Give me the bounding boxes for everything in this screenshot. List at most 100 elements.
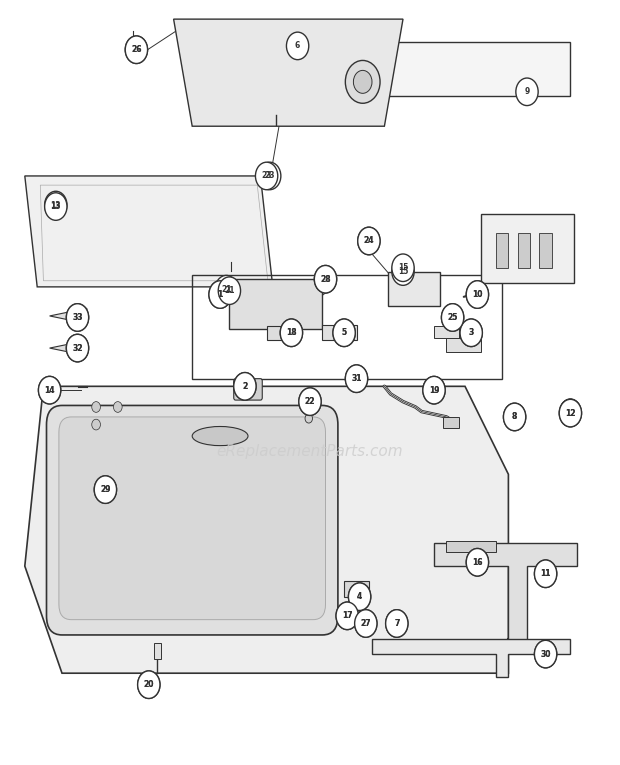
Text: 2: 2 bbox=[242, 382, 247, 391]
Polygon shape bbox=[25, 386, 508, 673]
Circle shape bbox=[94, 476, 117, 503]
Text: 5: 5 bbox=[342, 328, 347, 337]
Circle shape bbox=[138, 671, 160, 698]
Text: 2: 2 bbox=[242, 382, 247, 391]
Circle shape bbox=[392, 254, 414, 282]
Circle shape bbox=[215, 275, 237, 303]
Text: 16: 16 bbox=[472, 558, 482, 567]
Circle shape bbox=[358, 227, 380, 255]
Text: 24: 24 bbox=[364, 236, 374, 246]
Polygon shape bbox=[372, 639, 570, 677]
Text: 1: 1 bbox=[218, 290, 223, 299]
Circle shape bbox=[386, 610, 408, 637]
Bar bbox=[446, 338, 480, 352]
Circle shape bbox=[286, 32, 309, 60]
Text: 32: 32 bbox=[73, 343, 82, 353]
Text: 29: 29 bbox=[100, 485, 110, 494]
Circle shape bbox=[345, 365, 368, 392]
Text: 16: 16 bbox=[472, 558, 482, 567]
Text: 22: 22 bbox=[305, 397, 315, 406]
Text: 3: 3 bbox=[469, 328, 474, 337]
Circle shape bbox=[348, 583, 371, 610]
Polygon shape bbox=[25, 176, 273, 287]
Circle shape bbox=[66, 304, 89, 331]
Circle shape bbox=[209, 281, 231, 308]
Circle shape bbox=[138, 671, 160, 698]
Circle shape bbox=[45, 191, 67, 219]
Text: 27: 27 bbox=[360, 619, 371, 628]
Circle shape bbox=[466, 281, 489, 308]
Circle shape bbox=[218, 277, 241, 304]
Circle shape bbox=[38, 376, 61, 404]
Bar bbox=[344, 581, 369, 597]
Circle shape bbox=[345, 60, 380, 103]
Text: 11: 11 bbox=[541, 569, 551, 578]
Circle shape bbox=[516, 78, 538, 106]
Text: 4: 4 bbox=[357, 592, 362, 601]
Circle shape bbox=[92, 402, 100, 412]
Text: 4: 4 bbox=[357, 592, 362, 601]
FancyBboxPatch shape bbox=[480, 214, 574, 283]
Circle shape bbox=[460, 319, 482, 347]
Circle shape bbox=[333, 319, 355, 347]
FancyBboxPatch shape bbox=[46, 405, 338, 635]
Text: 25: 25 bbox=[448, 313, 458, 322]
Circle shape bbox=[355, 610, 377, 637]
Circle shape bbox=[353, 70, 372, 93]
Circle shape bbox=[336, 602, 358, 630]
Circle shape bbox=[234, 373, 256, 400]
Circle shape bbox=[94, 476, 117, 503]
Text: 18: 18 bbox=[286, 328, 297, 337]
Circle shape bbox=[66, 304, 89, 331]
Bar bbox=[446, 541, 496, 552]
Circle shape bbox=[503, 403, 526, 431]
Text: 33: 33 bbox=[73, 313, 82, 322]
Circle shape bbox=[386, 610, 408, 637]
Circle shape bbox=[466, 549, 489, 576]
Text: 12: 12 bbox=[565, 409, 575, 418]
Circle shape bbox=[423, 376, 445, 404]
Text: 28: 28 bbox=[320, 275, 331, 284]
Circle shape bbox=[559, 399, 582, 427]
FancyBboxPatch shape bbox=[234, 379, 262, 400]
Text: 7: 7 bbox=[394, 619, 399, 628]
Circle shape bbox=[333, 319, 355, 347]
Bar bbox=[267, 326, 291, 340]
Text: 9: 9 bbox=[525, 87, 529, 96]
Circle shape bbox=[234, 373, 256, 400]
Circle shape bbox=[355, 610, 377, 637]
Text: 23: 23 bbox=[262, 171, 272, 181]
Text: 7: 7 bbox=[394, 619, 399, 628]
Text: 24: 24 bbox=[364, 236, 374, 246]
Text: 8: 8 bbox=[512, 412, 517, 422]
Text: 19: 19 bbox=[429, 386, 439, 395]
Ellipse shape bbox=[192, 427, 248, 445]
Text: 18: 18 bbox=[286, 328, 297, 337]
Text: 32: 32 bbox=[73, 343, 82, 353]
Text: 13: 13 bbox=[51, 202, 61, 211]
Bar bbox=[338, 612, 356, 623]
Circle shape bbox=[280, 319, 303, 347]
Bar bbox=[388, 272, 440, 306]
Circle shape bbox=[38, 376, 61, 404]
Circle shape bbox=[358, 227, 380, 255]
Circle shape bbox=[345, 365, 368, 392]
Bar bbox=[192, 275, 502, 379]
Text: 20: 20 bbox=[144, 680, 154, 689]
Text: 13: 13 bbox=[51, 200, 61, 210]
Circle shape bbox=[534, 640, 557, 668]
Circle shape bbox=[460, 319, 482, 347]
Circle shape bbox=[45, 193, 67, 220]
Text: 27: 27 bbox=[360, 619, 371, 628]
Circle shape bbox=[305, 414, 312, 423]
Circle shape bbox=[314, 265, 337, 293]
Circle shape bbox=[259, 162, 281, 190]
Text: 33: 33 bbox=[73, 313, 82, 322]
Circle shape bbox=[314, 265, 337, 293]
Polygon shape bbox=[434, 543, 577, 646]
Circle shape bbox=[280, 319, 303, 347]
Circle shape bbox=[423, 376, 445, 404]
Circle shape bbox=[299, 388, 321, 415]
Text: 23: 23 bbox=[265, 171, 275, 181]
Circle shape bbox=[92, 419, 100, 430]
